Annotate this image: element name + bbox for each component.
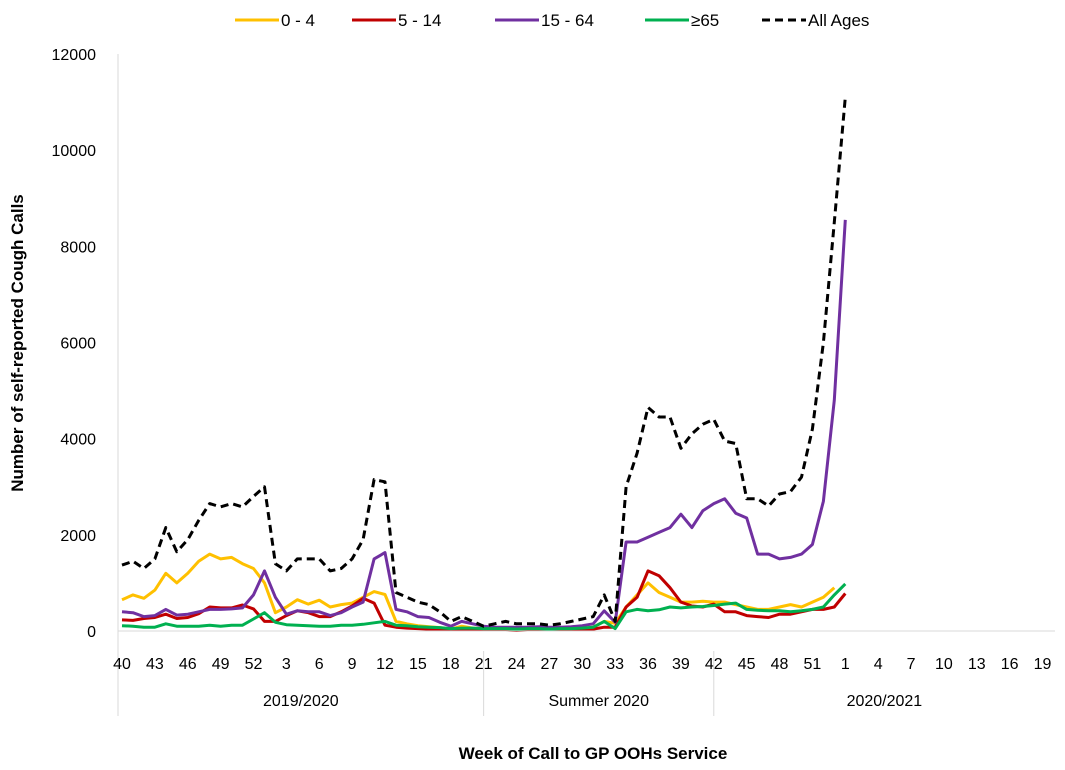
x-tick-label: 30 <box>573 656 591 673</box>
x-tick-label: 3 <box>282 656 291 673</box>
legend-label: All Ages <box>808 11 869 30</box>
season-group-label: Summer 2020 <box>548 693 649 710</box>
season-group-label: 2020/2021 <box>847 693 923 710</box>
x-tick-label: 13 <box>968 656 986 673</box>
legend-label: 15 - 64 <box>541 11 594 30</box>
x-tick-label: 33 <box>606 656 624 673</box>
season-group-label: 2019/2020 <box>263 693 339 710</box>
y-tick-label: 12000 <box>52 47 97 64</box>
x-tick-label: 6 <box>315 656 324 673</box>
x-tick-label: 12 <box>376 656 394 673</box>
x-tick-label: 10 <box>935 656 953 673</box>
plot-lines <box>121 97 847 632</box>
x-tick-label: 4 <box>874 656 883 673</box>
x-tick-label: 48 <box>771 656 789 673</box>
y-tick-label: 10000 <box>52 143 97 160</box>
x-tick-label: 40 <box>113 656 131 673</box>
y-tick-label: 4000 <box>60 432 96 449</box>
x-tick-label: 52 <box>245 656 263 673</box>
x-tick-label: 9 <box>348 656 357 673</box>
x-tick-label: 7 <box>907 656 916 673</box>
x-tick-label: 45 <box>738 656 756 673</box>
y-axis-title: Number of self-reported Cough Calls <box>8 194 27 492</box>
x-tick-label: 43 <box>146 656 164 673</box>
x-tick-label: 36 <box>639 656 657 673</box>
legend-label: 0 - 4 <box>281 11 315 30</box>
series-line <box>121 219 847 629</box>
legend: 0 - 4 5 - 14 15 - 64 ≥65 All Ages <box>235 11 869 30</box>
x-tick-label: 51 <box>804 656 822 673</box>
x-tick-label: 15 <box>409 656 427 673</box>
y-tick-label: 8000 <box>60 239 96 256</box>
x-tick-label: 39 <box>672 656 690 673</box>
x-axis-title: Week of Call to GP OOHs Service <box>459 744 728 763</box>
series-line <box>121 97 847 628</box>
legend-label: ≥65 <box>691 11 719 30</box>
legend-label: 5 - 14 <box>398 11 441 30</box>
x-tick-label: 24 <box>508 656 526 673</box>
y-tick-label: 6000 <box>60 336 96 353</box>
x-tick-label: 46 <box>179 656 197 673</box>
y-tick-label: 2000 <box>60 528 96 545</box>
series-line <box>121 552 836 632</box>
x-tick-label: 1 <box>841 656 850 673</box>
series-line <box>121 569 847 632</box>
x-tick-label: 19 <box>1034 656 1052 673</box>
x-tick-label: 27 <box>541 656 559 673</box>
x-tick-label: 18 <box>442 656 460 673</box>
series-line <box>121 582 847 631</box>
y-tick-label: 0 <box>87 624 96 641</box>
x-tick-label: 49 <box>212 656 230 673</box>
x-tick-label: 16 <box>1001 656 1019 673</box>
